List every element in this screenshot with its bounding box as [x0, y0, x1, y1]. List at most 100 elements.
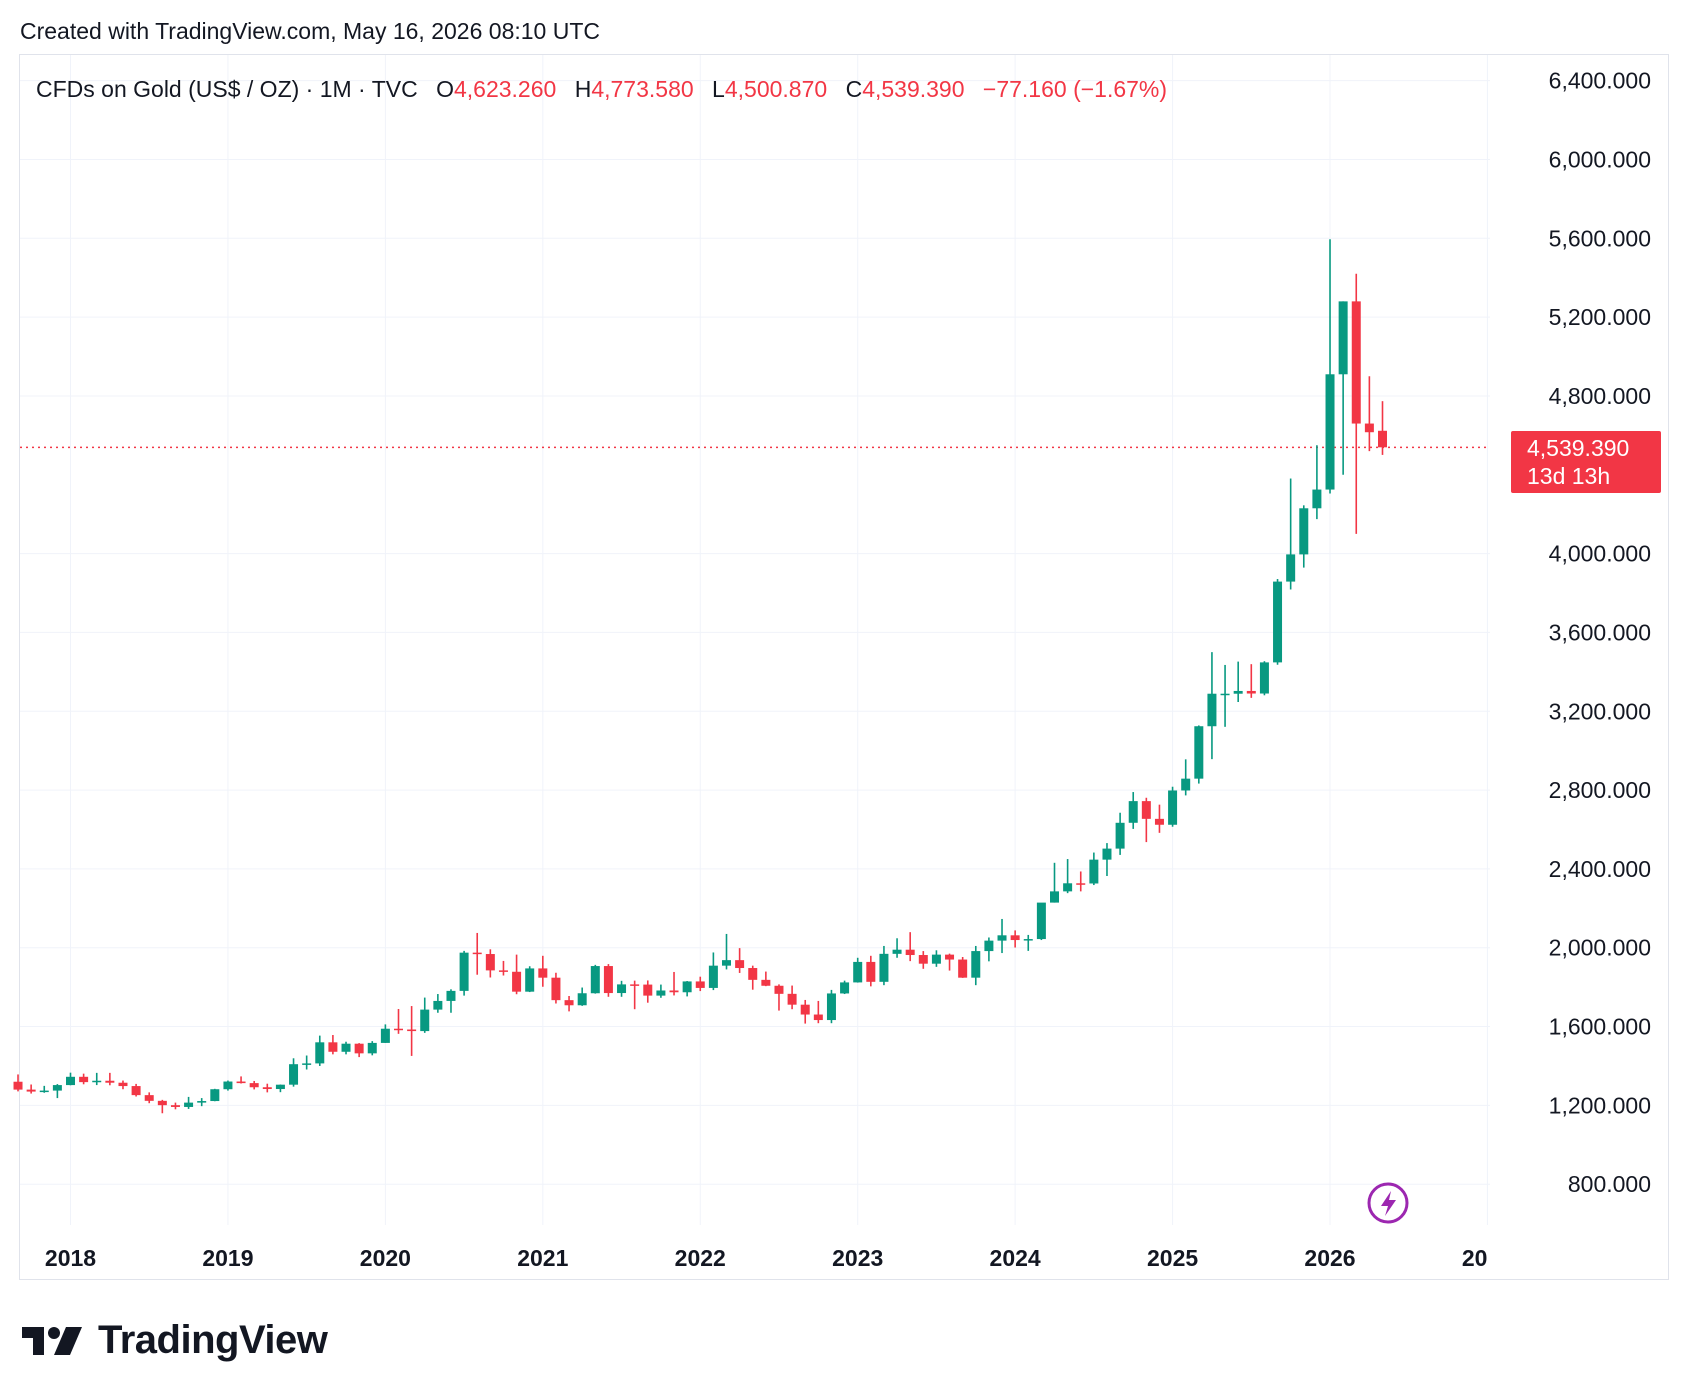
candle[interactable]	[1259, 661, 1269, 696]
candle[interactable]	[643, 980, 653, 1003]
candle[interactable]	[26, 1084, 36, 1094]
candle[interactable]	[722, 933, 731, 970]
candle[interactable]	[945, 953, 955, 971]
candle[interactable]	[525, 966, 535, 993]
candle[interactable]	[184, 1096, 194, 1109]
candle[interactable]	[380, 1024, 390, 1043]
candle[interactable]	[394, 1009, 403, 1034]
candle[interactable]	[1050, 862, 1059, 903]
candle[interactable]	[170, 1102, 180, 1110]
candle[interactable]	[564, 996, 574, 1012]
candle[interactable]	[105, 1072, 115, 1086]
candle[interactable]	[538, 955, 548, 987]
candle[interactable]	[92, 1072, 102, 1086]
candle[interactable]	[1194, 725, 1204, 784]
candle[interactable]	[787, 985, 797, 1010]
lightning-icon[interactable]	[1367, 1182, 1409, 1224]
candle[interactable]	[1273, 579, 1283, 665]
candle[interactable]	[485, 949, 495, 978]
symbol-description[interactable]: CFDs on Gold (US$ / OZ) · 1M · TVC	[36, 76, 418, 102]
candle[interactable]	[813, 1000, 823, 1024]
candle[interactable]	[879, 945, 889, 986]
candle[interactable]	[157, 1099, 167, 1114]
candle[interactable]	[1036, 902, 1046, 941]
candle[interactable]	[1128, 792, 1138, 829]
candle[interactable]	[498, 960, 508, 976]
candle[interactable]	[748, 965, 758, 990]
candle[interactable]	[669, 971, 679, 996]
candle[interactable]	[617, 980, 627, 997]
candle[interactable]	[407, 1006, 417, 1056]
candle[interactable]	[1168, 786, 1178, 827]
candle[interactable]	[446, 989, 456, 1013]
candle[interactable]	[354, 1043, 364, 1058]
candle[interactable]	[472, 932, 482, 975]
candle[interactable]	[341, 1041, 351, 1055]
candle[interactable]	[262, 1083, 272, 1093]
candle[interactable]	[1325, 239, 1335, 494]
candle[interactable]	[682, 981, 692, 997]
candle[interactable]	[512, 954, 522, 995]
candle[interactable]	[1141, 797, 1151, 843]
candle[interactable]	[367, 1041, 377, 1056]
candle[interactable]	[1233, 661, 1243, 702]
candle[interactable]	[551, 972, 561, 1004]
candle[interactable]	[708, 952, 718, 991]
candle[interactable]	[459, 950, 469, 996]
candle[interactable]	[590, 964, 600, 994]
candle[interactable]	[289, 1058, 299, 1087]
candle[interactable]	[236, 1076, 246, 1084]
candle[interactable]	[1010, 930, 1020, 948]
candle[interactable]	[577, 987, 587, 1006]
candle[interactable]	[118, 1080, 128, 1090]
candle[interactable]	[918, 951, 928, 969]
candle[interactable]	[1076, 871, 1086, 892]
candle[interactable]	[131, 1083, 141, 1097]
candle[interactable]	[420, 997, 430, 1033]
candle[interactable]	[1364, 376, 1374, 452]
tradingview-logo[interactable]: TradingView	[22, 1318, 328, 1363]
candle[interactable]	[328, 1035, 338, 1055]
candle[interactable]	[1378, 401, 1387, 455]
candle[interactable]	[774, 984, 784, 1011]
candle[interactable]	[840, 980, 850, 995]
candle[interactable]	[1220, 664, 1230, 727]
candle[interactable]	[223, 1080, 233, 1091]
candle[interactable]	[315, 1035, 325, 1066]
candle[interactable]	[1102, 843, 1112, 876]
candle[interactable]	[1299, 505, 1309, 568]
candle[interactable]	[275, 1084, 285, 1093]
candle[interactable]	[630, 980, 640, 1010]
candle[interactable]	[905, 932, 915, 962]
candle[interactable]	[144, 1092, 154, 1104]
candle[interactable]	[1089, 852, 1099, 886]
candle[interactable]	[1312, 445, 1322, 520]
candle[interactable]	[958, 956, 968, 978]
candle[interactable]	[866, 955, 876, 987]
candle[interactable]	[800, 999, 810, 1024]
candle[interactable]	[1115, 812, 1125, 855]
candle[interactable]	[1154, 804, 1164, 833]
candle[interactable]	[1338, 301, 1348, 475]
candle[interactable]	[695, 976, 705, 992]
candle[interactable]	[603, 964, 613, 997]
candle[interactable]	[931, 950, 941, 967]
candle[interactable]	[210, 1088, 220, 1102]
candle[interactable]	[656, 984, 666, 998]
candle[interactable]	[826, 989, 836, 1024]
candle[interactable]	[52, 1084, 62, 1099]
candle[interactable]	[1181, 759, 1191, 796]
candle[interactable]	[66, 1072, 75, 1086]
candle[interactable]	[433, 994, 443, 1013]
candle[interactable]	[1063, 859, 1073, 894]
candle[interactable]	[1351, 273, 1361, 534]
candle[interactable]	[39, 1085, 49, 1093]
candle[interactable]	[1207, 652, 1217, 760]
candle[interactable]	[735, 948, 745, 973]
candle[interactable]	[197, 1098, 207, 1107]
candle[interactable]	[997, 918, 1007, 954]
candle[interactable]	[1023, 934, 1033, 951]
candle[interactable]	[1246, 664, 1256, 698]
chart-frame[interactable]	[19, 54, 1669, 1280]
candle[interactable]	[249, 1080, 259, 1090]
